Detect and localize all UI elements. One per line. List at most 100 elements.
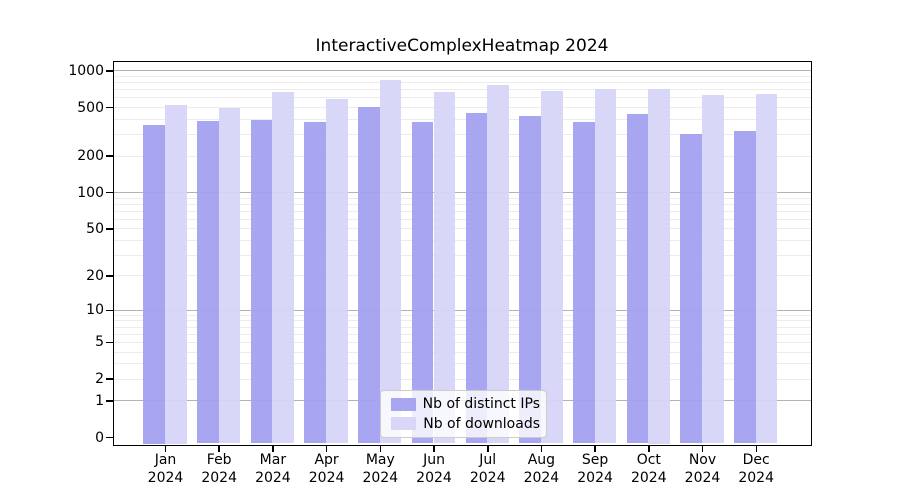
y-tick-label: 2 xyxy=(95,371,104,388)
x-tick-month: Dec xyxy=(742,452,770,468)
bar-downloads-may xyxy=(379,79,402,444)
y-tick-mark xyxy=(106,436,113,439)
x-tick-month: Aug xyxy=(527,452,556,468)
gridline-minor xyxy=(113,239,811,241)
x-tick-label-aug: Aug 2024 xyxy=(511,452,571,487)
gridline-major xyxy=(113,309,811,311)
gridline-minor xyxy=(113,210,811,212)
bar-distinct-ips-sep xyxy=(572,121,595,444)
x-tick-year: 2024 xyxy=(147,469,184,486)
x-tick-mark xyxy=(755,445,757,452)
bar-distinct-ips-dec xyxy=(734,130,756,444)
legend-entry-downloads: Nb of downloads xyxy=(391,416,540,433)
bar-distinct-ips-nov xyxy=(680,134,702,444)
x-tick-month: Jan xyxy=(154,452,177,468)
bar-downloads-nov xyxy=(702,94,724,444)
y-tick-mark xyxy=(106,275,113,277)
gridline-major xyxy=(113,192,811,194)
x-tick-mark xyxy=(272,445,274,452)
x-tick-mark xyxy=(218,445,220,452)
x-tick-month: Oct xyxy=(636,452,661,468)
y-tick-label: 20 xyxy=(86,267,104,284)
y-tick-mark xyxy=(106,378,113,380)
x-tick-month: Sep xyxy=(581,452,609,468)
gridline-minor xyxy=(113,333,811,335)
x-tick-year: 2024 xyxy=(630,469,667,486)
chart-title: InteractiveComplexHeatmap 2024 xyxy=(315,36,609,56)
x-tick-label-feb: Feb 2024 xyxy=(189,452,249,487)
bar-distinct-ips-mar xyxy=(250,119,273,444)
x-tick-mark xyxy=(433,445,435,452)
gridline-minor xyxy=(113,75,811,77)
bar-distinct-ips-jun xyxy=(411,121,434,444)
gridline-minor xyxy=(113,363,811,365)
bar-downloads-feb xyxy=(218,108,241,444)
y-tick-label: 500 xyxy=(77,99,104,116)
bar-distinct-ips-apr xyxy=(304,121,327,444)
gridline-minor xyxy=(113,197,811,199)
bar-downloads-dec xyxy=(755,93,778,444)
y-tick-mark xyxy=(106,400,113,402)
x-tick-year: 2024 xyxy=(738,469,774,486)
gridline-minor xyxy=(113,203,811,205)
gridline-minor xyxy=(113,155,811,157)
gridline-minor xyxy=(113,218,811,220)
gridline-minor xyxy=(113,118,811,120)
y-tick-mark xyxy=(106,309,113,311)
x-tick-mark xyxy=(164,445,167,452)
gridline-minor xyxy=(113,89,811,91)
x-tick-year: 2024 xyxy=(201,469,237,486)
bar-distinct-ips-jul xyxy=(465,113,488,444)
bars-layer xyxy=(114,62,811,445)
y-tick-mark xyxy=(106,191,113,194)
gridline-minor xyxy=(113,82,811,84)
x-tick-month: May xyxy=(365,452,395,468)
x-tick-month: Jul xyxy=(479,452,497,468)
x-tick-month: Jun xyxy=(423,452,445,468)
gridline-minor xyxy=(113,228,811,230)
x-tick-mark xyxy=(325,445,328,452)
bar-downloads-oct xyxy=(648,88,670,444)
x-tick-label-jul: Jul 2024 xyxy=(458,452,518,487)
gridline-major xyxy=(113,70,811,72)
y-tick-mark xyxy=(106,155,113,157)
gridline-minor xyxy=(113,351,811,353)
bar-downloads-mar xyxy=(272,92,295,444)
bar-downloads-apr xyxy=(326,99,348,444)
x-tick-year: 2024 xyxy=(523,469,560,486)
bar-distinct-ips-oct xyxy=(626,113,649,444)
y-tick-label: 100 xyxy=(77,184,104,201)
x-tick-year: 2024 xyxy=(308,469,345,486)
bar-distinct-ips-may xyxy=(358,107,380,444)
bar-downloads-aug xyxy=(540,91,563,444)
legend-label-distinct-ips: Nb of distinct IPs xyxy=(422,396,540,413)
gridline-minor xyxy=(113,378,811,380)
x-tick-label-dec: Dec 2024 xyxy=(726,452,786,487)
bar-downloads-jan xyxy=(165,104,187,444)
legend-label-downloads: Nb of downloads xyxy=(423,415,540,432)
x-tick-label-nov: Nov 2024 xyxy=(673,452,733,487)
y-tick-label: 0 xyxy=(95,429,104,446)
y-tick-label: 5 xyxy=(95,334,104,351)
x-tick-mark xyxy=(648,445,650,452)
gridlines-layer xyxy=(113,62,811,445)
plot-area xyxy=(112,60,812,446)
gridline-minor xyxy=(113,326,811,328)
x-tick-mark xyxy=(487,445,489,452)
x-tick-year: 2024 xyxy=(362,469,399,486)
x-tick-year: 2024 xyxy=(684,469,721,486)
x-tick-mark xyxy=(540,445,543,452)
bar-downloads-sep xyxy=(594,89,617,444)
x-tick-label-apr: Apr 2024 xyxy=(297,452,357,487)
x-tick-label-mar: Mar 2024 xyxy=(243,452,303,487)
x-tick-month: Nov xyxy=(688,452,717,468)
y-tick-label: 10 xyxy=(86,302,104,319)
x-tick-year: 2024 xyxy=(577,469,613,486)
bar-distinct-ips-aug xyxy=(519,115,541,444)
gridline-minor xyxy=(113,275,811,277)
y-tick-label: 200 xyxy=(77,148,104,164)
gridline-minor xyxy=(113,254,811,256)
y-tick-label: 1 xyxy=(95,392,104,409)
legend-swatch-distinct-ips xyxy=(391,397,416,411)
x-tick-label-may: May 2024 xyxy=(350,452,410,487)
